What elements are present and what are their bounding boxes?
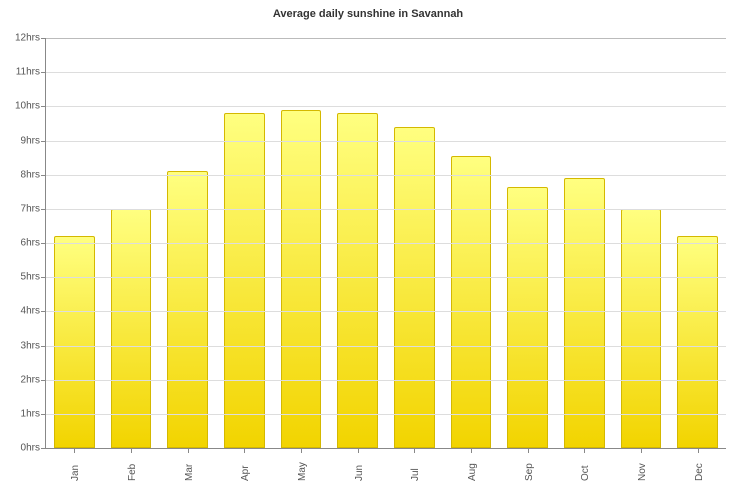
x-tick	[301, 448, 302, 453]
grid-line	[46, 175, 726, 176]
x-axis-label: Jan	[70, 465, 81, 481]
grid-line	[46, 346, 726, 347]
x-tick	[414, 448, 415, 453]
x-tick	[698, 448, 699, 453]
y-axis-label: 2hrs	[21, 374, 40, 385]
grid-line	[46, 414, 726, 415]
y-tick	[41, 243, 46, 244]
y-axis-label: 8hrs	[21, 169, 40, 180]
x-axis-label: Feb	[127, 464, 138, 481]
bar	[621, 209, 662, 448]
bar	[337, 113, 378, 448]
y-axis-label: 0hrs	[21, 443, 40, 454]
y-tick	[41, 141, 46, 142]
y-tick	[41, 346, 46, 347]
chart-title: Average daily sunshine in Savannah	[0, 8, 736, 20]
bar	[281, 110, 322, 448]
y-axis-label: 12hrs	[15, 33, 40, 44]
y-tick	[41, 277, 46, 278]
y-axis-label: 9hrs	[21, 135, 40, 146]
y-tick	[41, 209, 46, 210]
x-axis-label: Apr	[240, 465, 251, 481]
x-axis-label: Sep	[524, 463, 535, 481]
grid-line	[46, 106, 726, 107]
bar	[507, 187, 548, 448]
y-axis-label: 7hrs	[21, 203, 40, 214]
x-axis-label: Nov	[637, 463, 648, 481]
bar	[224, 113, 265, 448]
x-axis-label: Aug	[467, 463, 478, 481]
x-tick	[641, 448, 642, 453]
y-tick	[41, 72, 46, 73]
x-axis-label: Jul	[410, 468, 421, 481]
bar	[54, 236, 95, 448]
plot-area	[45, 38, 726, 449]
grid-line	[46, 72, 726, 73]
y-axis-label: 1hrs	[21, 408, 40, 419]
grid-line	[46, 380, 726, 381]
y-tick	[41, 448, 46, 449]
x-tick	[131, 448, 132, 453]
y-axis-label: 11hrs	[16, 67, 40, 78]
grid-line	[46, 311, 726, 312]
y-tick	[41, 106, 46, 107]
grid-line	[46, 141, 726, 142]
x-tick	[471, 448, 472, 453]
x-tick	[358, 448, 359, 453]
bar	[167, 171, 208, 448]
bar	[451, 156, 492, 448]
y-axis-label: 10hrs	[15, 101, 40, 112]
grid-line	[46, 209, 726, 210]
y-tick	[41, 175, 46, 176]
x-axis-label: Mar	[184, 464, 195, 481]
y-tick	[41, 414, 46, 415]
y-axis-label: 6hrs	[21, 238, 40, 249]
x-axis-label: Dec	[694, 463, 705, 481]
y-tick	[41, 38, 46, 39]
x-tick	[584, 448, 585, 453]
bar	[564, 178, 605, 448]
x-axis-label: May	[297, 462, 308, 481]
x-tick	[244, 448, 245, 453]
grid-line	[46, 243, 726, 244]
y-tick	[41, 380, 46, 381]
y-axis-label: 4hrs	[21, 306, 40, 317]
chart-container: Average daily sunshine in Savannah 0hrs 1…	[0, 0, 736, 500]
grid-line	[46, 38, 726, 39]
grid-line	[46, 277, 726, 278]
x-tick	[188, 448, 189, 453]
y-axis-label: 3hrs	[21, 340, 40, 351]
x-tick	[528, 448, 529, 453]
bar	[111, 209, 152, 448]
y-axis-label: 5hrs	[21, 272, 40, 283]
x-axis-label: Oct	[580, 465, 591, 481]
x-axis-label: Jun	[354, 465, 365, 481]
y-tick	[41, 311, 46, 312]
bar	[677, 236, 718, 448]
x-tick	[74, 448, 75, 453]
